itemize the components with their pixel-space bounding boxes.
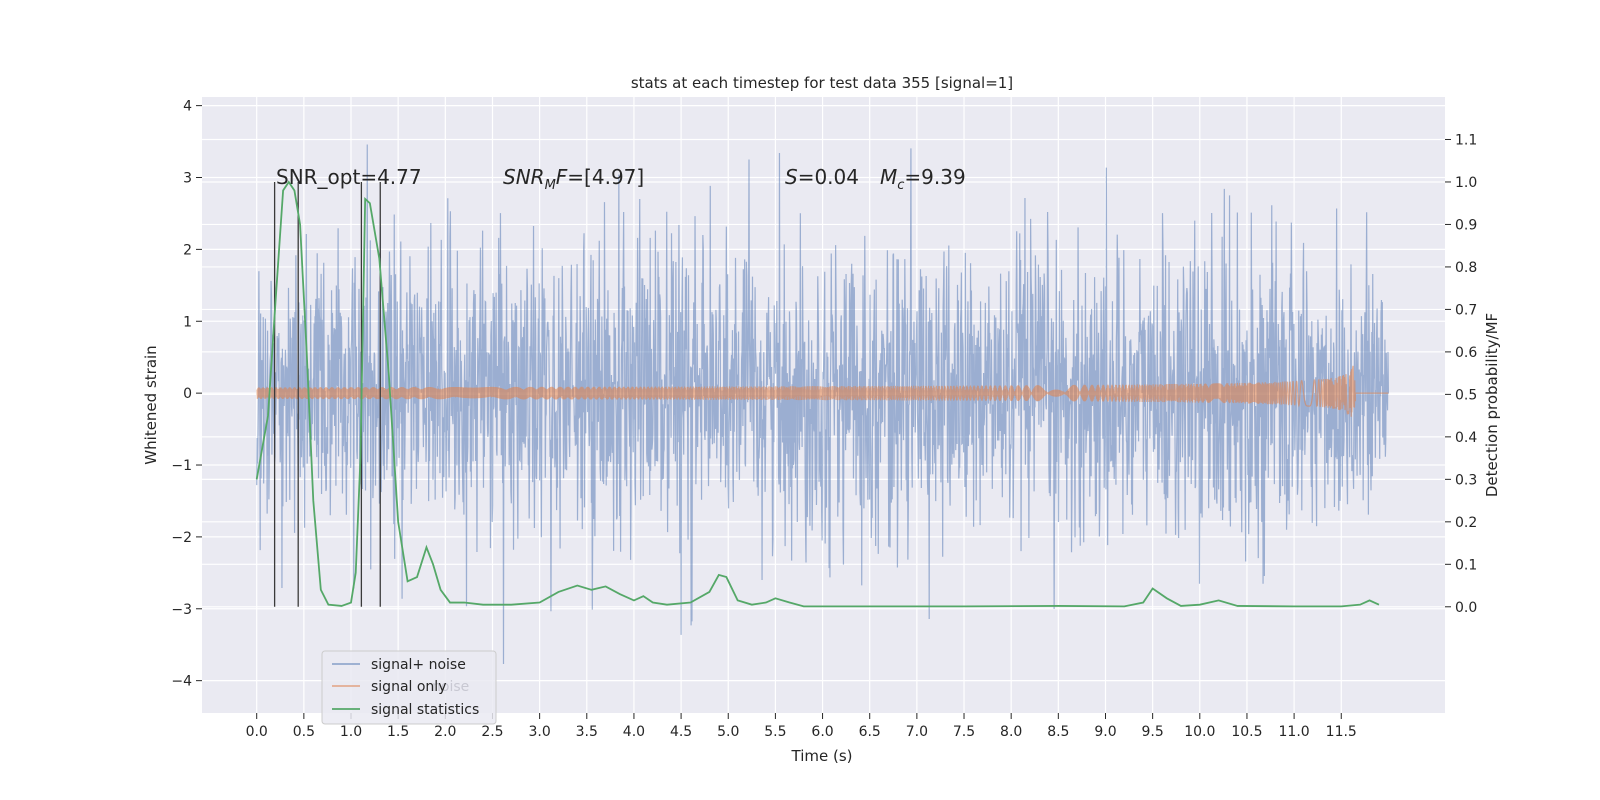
x-tick-label: 4.0: [623, 724, 645, 740]
x-tick-label: 10.0: [1184, 724, 1215, 740]
y-right-tick-label: 0.2: [1455, 515, 1477, 531]
annotation-mc: Mc=9.39: [880, 165, 966, 193]
y-tick-label: −3: [171, 602, 192, 618]
x-tick-label: 0.0: [246, 724, 268, 740]
y-tick-label: −1: [171, 458, 192, 474]
legend-ghost-text: noise: [432, 679, 469, 695]
y-right-tick-label: 1.0: [1455, 175, 1477, 191]
y-right-tick-label: 0.3: [1455, 472, 1477, 488]
annotation-s: S=0.04: [785, 165, 859, 189]
data-layer: [255, 144, 1390, 665]
annotation-snr-mf-subscript: M: [545, 178, 556, 193]
x-tick-label: 1.0: [340, 724, 362, 740]
y-tick-label: −4: [171, 674, 192, 690]
y-right-tick-label: 1.1: [1455, 132, 1477, 148]
legend-label-signal-noise: signal+ noise: [371, 657, 466, 673]
x-tick-label: 10.5: [1231, 724, 1262, 740]
y-right-tick-label: 0.1: [1455, 557, 1477, 573]
x-tick-label: 7.5: [953, 724, 975, 740]
y-axis-label: Whitened strain: [142, 345, 160, 464]
x-tick-label: 5.0: [717, 724, 739, 740]
y-right-tick-label: 0.7: [1455, 302, 1477, 318]
legend-label-signal-only: signal only: [371, 679, 446, 695]
annotation-snr-mf-f: F: [556, 165, 568, 189]
annotation-snr-mf-symbol: SNR: [503, 165, 545, 189]
annotation-s-symbol: S: [785, 165, 798, 189]
y-tick-label: 3: [183, 171, 192, 187]
x-tick-label: 6.0: [811, 724, 833, 740]
x-tick-label: 3.5: [576, 724, 598, 740]
y-tick-label: 0: [183, 386, 192, 402]
annotation-snr-opt: SNR_opt=4.77: [276, 165, 422, 189]
x-tick-label: 7.0: [906, 724, 928, 740]
x-tick-label: 8.0: [1000, 724, 1022, 740]
y-axis-right-label: Detection probability/MF: [1483, 313, 1501, 497]
x-tick-label: 4.5: [670, 724, 692, 740]
annotation-mc-symbol: M: [880, 165, 897, 189]
annotations: SNR_opt=4.77 SNRMF=[4.97] S=0.04 Mc=9.39: [276, 165, 966, 193]
annotation-s-value: =0.04: [798, 165, 859, 189]
legend-label-signal-statistics: signal statistics: [371, 702, 479, 718]
x-tick-label: 2.5: [481, 724, 503, 740]
x-tick-label: 9.0: [1094, 724, 1116, 740]
y-right-tick-label: 0.0: [1455, 600, 1477, 616]
y-right-tick-label: 0.9: [1455, 217, 1477, 233]
y-tick-label: 1: [183, 314, 192, 330]
x-tick-label: 9.5: [1142, 724, 1164, 740]
chart-title: stats at each timestep for test data 355…: [631, 74, 1013, 92]
legend-box: [321, 650, 497, 725]
legend: noise signal+ noise signal only signal s…: [321, 650, 497, 725]
series-signal-statistics: [255, 180, 1380, 608]
y-tick-label: 4: [183, 99, 192, 115]
x-tick-label: 3.0: [528, 724, 550, 740]
annotation-mc-subscript: c: [897, 178, 904, 193]
x-tick-label: 11.0: [1279, 724, 1310, 740]
axis-ticks: 0.0 0.5 1.0 1.5 2.0 2.5 3.0 3.5 4.0 4.5 5.0 5.5 6.0 6…: [171, 99, 1477, 740]
x-axis-label: Time (s): [791, 747, 853, 765]
y-right-tick-label: 0.8: [1455, 260, 1477, 276]
annotation-snr-mf-value: =[4.97]: [567, 165, 644, 189]
x-tick-label: 8.5: [1047, 724, 1069, 740]
x-tick-label: 0.5: [293, 724, 315, 740]
annotation-snr-mf: SNRMF=[4.97]: [503, 165, 644, 193]
y-right-tick-label: 0.6: [1455, 345, 1477, 361]
x-tick-label: 2.0: [434, 724, 456, 740]
x-tick-label: 5.5: [764, 724, 786, 740]
y-right-tick-label: 0.5: [1455, 387, 1477, 403]
y-tick-label: 2: [183, 242, 192, 258]
annotation-mc-value: =9.39: [904, 165, 965, 189]
x-tick-label: 1.5: [387, 724, 409, 740]
series-signal-only: [256, 365, 1389, 417]
y-tick-label: −2: [171, 530, 192, 546]
x-tick-label: 11.5: [1326, 724, 1357, 740]
y-right-tick-label: 0.4: [1455, 430, 1477, 446]
x-tick-label: 6.5: [859, 724, 881, 740]
